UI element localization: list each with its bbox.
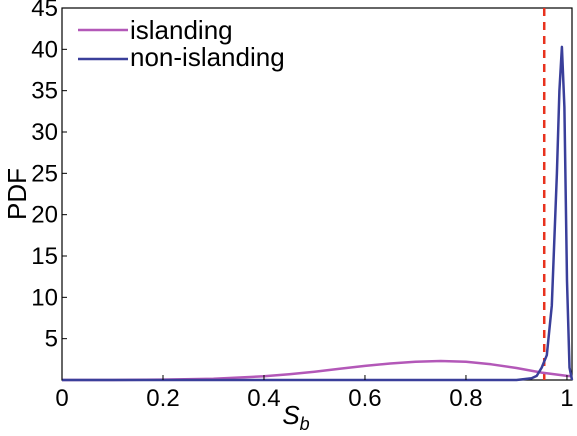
y-tick-label: 15	[31, 243, 58, 270]
plot-area	[61, 7, 573, 381]
x-tick-label: 0.4	[247, 385, 280, 412]
legend-label-non-islanding: non-islanding	[130, 42, 285, 72]
x-tick-label: 1	[560, 385, 573, 412]
y-tick-label: 45	[31, 0, 58, 22]
x-axis-title-main: S	[282, 400, 300, 430]
x-tick-label: 0.2	[146, 385, 179, 412]
legend: islanding non-islanding	[78, 15, 285, 72]
series-line-non-islanding	[62, 45, 574, 382]
y-tick-label: 5	[45, 326, 58, 353]
y-tick-label: 40	[31, 36, 58, 63]
y-tick-label: 20	[31, 202, 58, 229]
x-tick-label: 0.6	[348, 385, 381, 412]
x-ticks: 0 0.2 0.4 0.6 0.8 1	[55, 375, 574, 412]
series-layer	[62, 45, 574, 382]
y-tick-label: 25	[31, 160, 58, 187]
x-tick-label: 0	[55, 385, 68, 412]
x-axis-title: Sb	[282, 400, 309, 434]
y-tick-label: 35	[31, 78, 58, 105]
y-ticks: 5 10 15 20 25 30 35 40 45	[31, 0, 67, 353]
y-tick-label: 10	[31, 284, 58, 311]
legend-label-islanding: islanding	[130, 15, 233, 45]
y-axis-title: PDF	[2, 168, 32, 220]
y-tick-label: 30	[31, 119, 58, 146]
x-axis-title-subscript: b	[300, 414, 310, 434]
x-tick-label: 0.8	[449, 385, 482, 412]
